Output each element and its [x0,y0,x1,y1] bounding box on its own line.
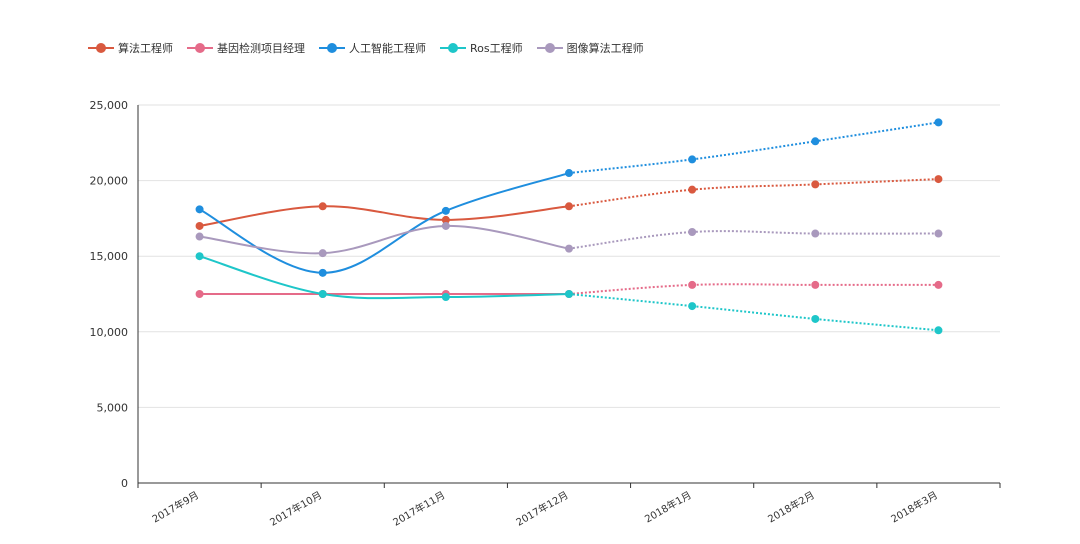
x-tick-label: 2018年2月 [765,488,816,525]
data-point[interactable] [195,252,204,261]
series-line-forecast [568,178,939,208]
series-line-actual [199,205,570,227]
legend-swatch [440,41,466,55]
legend-label: 算法工程师 [118,42,173,55]
legend-label: 人工智能工程师 [349,42,426,55]
y-axis-ticks: 0 5,000 10,000 15,000 20,000 25,000 [90,99,129,490]
y-tick-label: 25,000 [90,99,129,112]
series-line-actual [199,224,570,255]
y-tick-label: 10,000 [90,326,129,339]
series-2 [195,118,943,277]
x-tick-label: 2018年3月 [889,488,940,525]
y-tick-label: 20,000 [90,175,129,188]
x-tick-label: 2017年12月 [514,488,571,528]
legend-label: 基因检测项目经理 [217,42,305,55]
series-group [195,118,943,335]
series-line-actual [199,255,570,300]
data-point[interactable] [195,232,204,241]
x-tick-label: 2017年10月 [267,488,324,528]
series-1 [195,280,943,298]
series-0 [195,175,943,230]
y-tick-label: 15,000 [90,250,129,263]
data-point[interactable] [441,221,450,230]
legend-label: 图像算法工程师 [566,42,644,55]
data-point[interactable] [811,229,820,238]
legend-swatch [536,41,563,55]
chart-legend: 算法工程师 基因检测项目经理 人工智能工程师 Ros工程师 图像算法工程师 [88,40,644,56]
data-point[interactable] [565,244,573,253]
legend-item-tuxiang[interactable]: 图像算法工程师 [536,40,644,56]
y-tick-label: 0 [121,477,128,490]
legend-swatch [187,41,213,55]
legend-item-suanfa[interactable]: 算法工程师 [88,40,173,56]
x-tick-label: 2018年1月 [642,488,693,525]
data-point[interactable] [318,290,327,298]
legend-item-rengong[interactable]: 人工智能工程师 [319,40,426,56]
data-point[interactable] [688,280,697,289]
x-tick-label: 2017年9月 [150,488,201,525]
data-point[interactable] [318,249,327,258]
legend-item-jiyin[interactable]: 基因检测项目经理 [187,40,305,56]
series-line-forecast [568,283,939,295]
series-4 [195,221,943,258]
data-point[interactable] [934,280,943,289]
data-point[interactable] [934,326,943,335]
data-point[interactable] [934,118,943,127]
data-point[interactable] [811,314,820,323]
data-point[interactable] [565,169,573,178]
data-point[interactable] [195,290,204,298]
data-point[interactable] [195,221,204,230]
data-point[interactable] [934,175,943,184]
data-point[interactable] [318,268,327,277]
data-point[interactable] [688,228,697,237]
legend-item-ros[interactable]: Ros工程师 [440,40,523,56]
series-line-actual [199,172,570,274]
x-tick-label: 2017年11月 [390,488,447,528]
data-point[interactable] [441,206,450,215]
data-point[interactable] [195,205,204,214]
data-point[interactable] [688,155,697,164]
y-tick-label: 5,000 [97,401,129,414]
series-3 [195,252,943,335]
data-point[interactable] [565,202,573,211]
x-axis-ticks: 2017年9月 2017年10月 2017年11月 2017年12月 2018年1月 20… [137,483,1001,529]
legend-swatch [319,41,345,55]
data-point[interactable] [565,290,573,298]
axes [137,105,1000,484]
data-point[interactable] [688,302,697,311]
data-point[interactable] [688,185,697,194]
data-point[interactable] [318,202,327,211]
data-point[interactable] [934,229,943,238]
data-point[interactable] [811,180,820,189]
grid-lines [138,104,1000,408]
data-point[interactable] [441,293,450,302]
series-line-forecast [568,293,939,332]
legend-label: Ros工程师 [470,42,523,55]
series-line-forecast [568,121,939,175]
data-point[interactable] [441,215,450,224]
legend-swatch [88,41,114,55]
data-point[interactable] [811,137,820,146]
series-line-forecast [568,230,939,250]
data-point[interactable] [811,280,820,289]
